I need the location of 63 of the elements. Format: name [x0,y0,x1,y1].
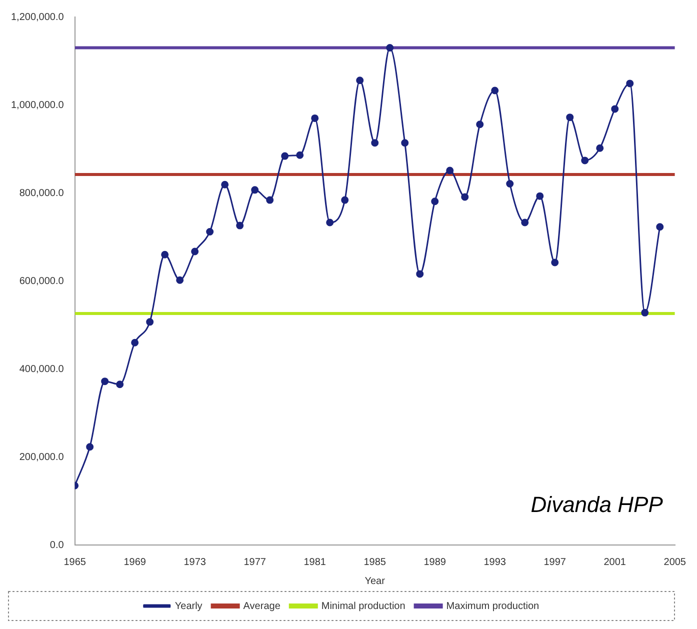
point [266,196,274,204]
point [236,222,244,230]
point [611,105,619,113]
y-tick-label: 1,200,000.0 [11,12,64,23]
point [191,248,199,256]
point [281,152,289,160]
point [341,196,349,204]
point [641,308,649,316]
point [221,180,229,188]
point [626,80,634,88]
point [146,318,154,326]
y-tick-label: 200,000.0 [19,452,64,463]
point [596,144,604,152]
point [371,139,379,147]
point [551,258,559,266]
x-tick-label: 1977 [244,556,266,568]
point [581,156,589,164]
y-tick-label: 1,000,000.0 [11,100,64,111]
x-tick-label: 1973 [184,556,206,568]
point [416,270,424,278]
legend-label: Yearly [174,600,202,612]
legend-label: Maximum production [446,600,540,612]
point [461,193,469,201]
y-tick-label: 400,000.0 [19,364,64,375]
point [86,443,94,451]
point [206,228,214,236]
point [161,250,169,258]
x-tick-label: 1981 [304,556,326,568]
legend-label: Average [243,600,281,612]
x-tick-label: 1969 [124,556,146,568]
x-tick-label: 1997 [544,556,566,568]
point [431,198,439,206]
point [311,114,319,122]
point [326,218,334,226]
annotation: Divanda HPP [530,492,664,518]
point [566,114,574,122]
point [131,338,139,346]
point [446,166,454,174]
point [116,380,124,388]
point [251,186,259,194]
legend-label: Minimal production [321,600,406,612]
point [656,223,664,231]
point [296,151,304,159]
point [356,76,364,84]
x-tick-label: 1989 [424,556,446,568]
point [491,86,499,94]
y-tick-label: 0.0 [50,540,64,551]
x-tick-label: 2001 [604,556,626,568]
point [401,139,409,147]
x-tick-label: 2005 [664,556,686,568]
y-tick-label: 600,000.0 [19,276,64,287]
point [506,180,514,188]
point [476,120,484,128]
point [101,378,109,386]
point [176,276,184,284]
x-tick-label: 1965 [64,556,86,568]
x-tick-label: 1985 [364,556,386,568]
point [386,44,394,52]
x-tick-label: 1993 [484,556,506,568]
point [521,218,529,226]
x-axis-title: Year [364,576,386,587]
point [536,192,544,200]
y-tick-label: 800,000.0 [19,188,64,199]
